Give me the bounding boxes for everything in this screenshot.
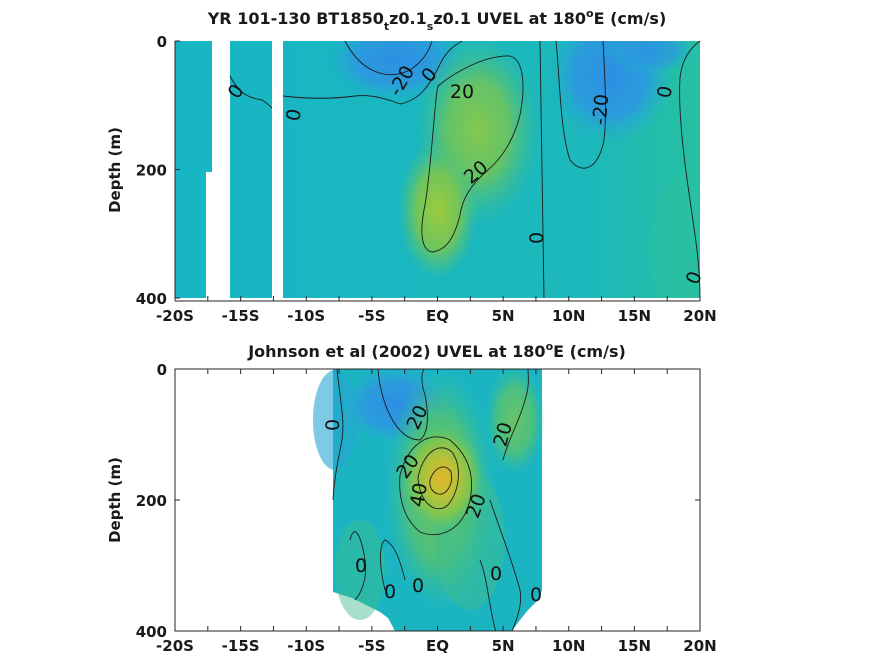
top-x-ticks: -20S -15S -10S -5S EQ 5N 10N 15N 20N (156, 296, 717, 325)
top-x-tick-label: EQ (426, 307, 449, 325)
top-contour-label: 0 (526, 232, 548, 244)
top-x-tick-label: 5N (492, 307, 515, 325)
bottom-x-tick-label: EQ (426, 637, 449, 655)
bottom-contour-label: 0 (384, 581, 396, 603)
bottom-panel: Johnson et al (2002) UVEL at 180oE (cm/s… (106, 340, 717, 655)
top-x-tick-label: -15S (222, 307, 260, 325)
top-data-gap-2 (272, 41, 283, 298)
top-jet-deep (398, 140, 478, 280)
top-panel: YR 101-130 BT1850tz0.1sz0.1 UVEL at 180o… (106, 7, 717, 325)
top-y-axis-label: Depth (m) (106, 127, 124, 213)
bottom-y-tick-label: 200 (136, 492, 167, 510)
bottom-x-tick-label: 15N (618, 637, 651, 655)
top-y-ticks: 0 200 400 (136, 33, 180, 308)
top-y-tick-label: 200 (136, 162, 167, 180)
bottom-x-tick-label: 10N (552, 637, 585, 655)
top-data-gap-edge (206, 172, 212, 298)
bottom-contour-label: 0 (322, 419, 344, 431)
bottom-jet-core (400, 423, 484, 533)
top-x-tick-label: 20N (683, 307, 716, 325)
bottom-green-patch-north (485, 369, 545, 475)
top-data-gap-1 (212, 41, 230, 298)
top-x-tick-label: -20S (156, 307, 194, 325)
top-x-tick-label: 10N (552, 307, 585, 325)
bottom-heatmap (313, 369, 545, 631)
bottom-panel-title: Johnson et al (2002) UVEL at 180oE (cm/s… (247, 340, 626, 361)
top-contour-label: 0 (282, 107, 306, 123)
bottom-contours (332, 368, 529, 632)
bottom-contour-label: 0 (355, 555, 367, 577)
bottom-contour-label: 0 (412, 575, 424, 597)
top-y-tick-label: 0 (157, 33, 167, 51)
bottom-y-tick-label: 0 (157, 361, 167, 379)
bottom-y-axis-label: Depth (m) (106, 457, 124, 543)
bottom-x-tick-label: -5S (358, 637, 385, 655)
bottom-x-tick-label: 20N (683, 637, 716, 655)
top-contours (229, 40, 701, 299)
bottom-y-tick-label: 400 (136, 623, 167, 641)
top-contour-label: 0 (653, 84, 677, 100)
bottom-contour-label: 0 (530, 584, 542, 606)
bottom-x-tick-label: -15S (222, 637, 260, 655)
top-x-tick-label: -10S (287, 307, 325, 325)
bottom-x-tick-label: -10S (287, 637, 325, 655)
bottom-x-tick-label: -20S (156, 637, 194, 655)
top-x-tick-label: 15N (618, 307, 651, 325)
top-contour-label: -20 (589, 93, 614, 126)
bottom-contour-label: 0 (490, 563, 502, 585)
top-y-tick-label: 400 (136, 290, 167, 308)
bottom-x-ticks: -20S -15S -10S -5S EQ 5N 10N 15N 20N (156, 369, 717, 655)
bottom-x-tick-label: 5N (492, 637, 515, 655)
top-panel-title: YR 101-130 BT1850tz0.1sz0.1 UVEL at 180o… (207, 7, 667, 33)
top-x-tick-label: -5S (358, 307, 385, 325)
top-contour-label: 20 (450, 81, 474, 103)
top-heatmap (175, 41, 700, 298)
bottom-contour-label: 40 (406, 481, 432, 509)
